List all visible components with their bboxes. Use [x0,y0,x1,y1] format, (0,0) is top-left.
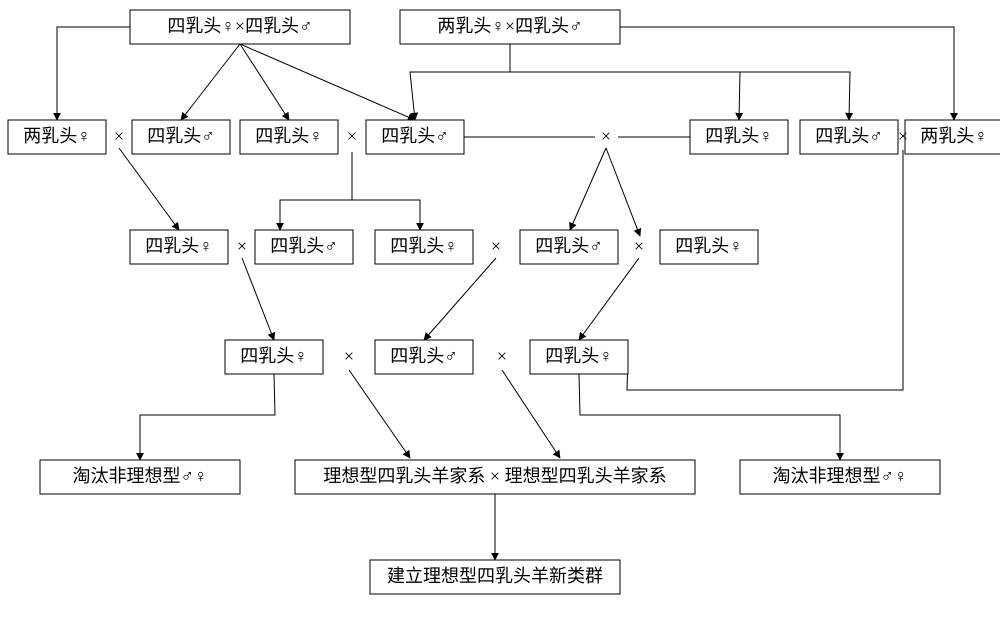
cross-mark: × [237,236,247,256]
connector-arrow [140,374,275,460]
node-f1: 建立理想型四乳头羊新类群 [370,560,620,594]
connector-arrow [579,258,639,340]
connector-arrow [349,370,410,458]
node-b6: 四乳头♂ [800,120,898,154]
node-label: 四乳头♀ [675,236,743,256]
node-label: 理想型四乳头羊家系 × 理想型四乳头羊家系 [323,466,666,486]
cross-mark: × [491,236,501,256]
node-c2: 四乳头♂ [255,230,353,264]
node-label: 四乳头♀ [390,236,458,256]
node-label: 四乳头♂ [381,126,449,146]
connector-arrow [119,148,179,230]
node-label: 两乳头♀ [23,126,91,146]
node-label: 四乳头♀ [545,346,613,366]
node-c4: 四乳头♂ [520,230,618,264]
node-d2: 四乳头♂ [375,340,473,374]
node-label: 四乳头♀ [705,126,773,146]
node-c1: 四乳头♀ [130,230,228,264]
node-label: 建立理想型四乳头羊新类群 [387,566,603,586]
node-c5: 四乳头♀ [660,230,758,264]
node-label: 四乳头♂ [390,346,458,366]
node-label: 四乳头♀×四乳头♂ [167,16,312,36]
node-label: 四乳头♂ [535,236,603,256]
connector-arrow [620,27,954,120]
cross-mark: × [114,126,124,146]
node-b1: 两乳头♀ [8,120,106,154]
node-d3: 四乳头♀ [530,340,628,374]
cross-mark: × [347,126,357,146]
connector-arrow [57,27,130,120]
connector-arrow [410,44,510,120]
connector-arrow [579,374,840,460]
node-b2: 四乳头♂ [132,120,230,154]
node-b3: 四乳头♀ [240,120,338,154]
node-label: 四乳头♂ [270,236,338,256]
connector-arrow [280,152,352,230]
node-label: 四乳头♂ [815,126,883,146]
connector-arrow [606,148,640,236]
node-e2: 理想型四乳头羊家系 × 理想型四乳头羊家系 [295,460,695,494]
connector-arrow [510,44,740,120]
node-b5: 四乳头♀ [690,120,788,154]
connector-arrow [510,44,850,120]
node-a1: 四乳头♀×四乳头♂ [130,10,350,44]
node-label: 两乳头♀×四乳头♂ [437,16,582,36]
node-label: 淘汰非理想型♂♀ [773,466,908,486]
node-label: 两乳头♀ [920,126,988,146]
node-label: 四乳头♀ [145,236,213,256]
node-label: 淘汰非理想型♂♀ [73,466,208,486]
node-b4: 四乳头♂ [366,120,464,154]
cross-mark: × [497,346,507,366]
diagram-canvas: 四乳头♀×四乳头♂两乳头♀×四乳头♂两乳头♀四乳头♂四乳头♀四乳头♂四乳头♀四乳… [0,0,1000,617]
node-label: 四乳头♂ [147,126,215,146]
cross-mark: × [898,126,908,146]
cross-mark: × [634,236,644,256]
connector-arrow [181,44,240,120]
connector-arrow [240,44,289,120]
node-d1: 四乳头♀ [225,340,323,374]
connector-arrow [570,148,606,230]
node-b7: 两乳头♀ [905,120,1000,154]
connector-arrow [502,370,560,458]
connector-arrow [242,258,274,340]
node-e3: 淘汰非理想型♂♀ [740,460,940,494]
node-label: 四乳头♀ [255,126,323,146]
connector-arrow [240,44,415,120]
node-e1: 淘汰非理想型♂♀ [40,460,240,494]
connector-arrow [352,152,420,230]
connector-arrow [627,150,903,390]
node-c3: 四乳头♀ [375,230,473,264]
node-a2: 两乳头♀×四乳头♂ [400,10,620,44]
cross-mark: × [344,346,354,366]
node-label: 四乳头♀ [240,346,308,366]
connector-arrow [424,258,496,340]
cross-mark: × [601,126,611,146]
